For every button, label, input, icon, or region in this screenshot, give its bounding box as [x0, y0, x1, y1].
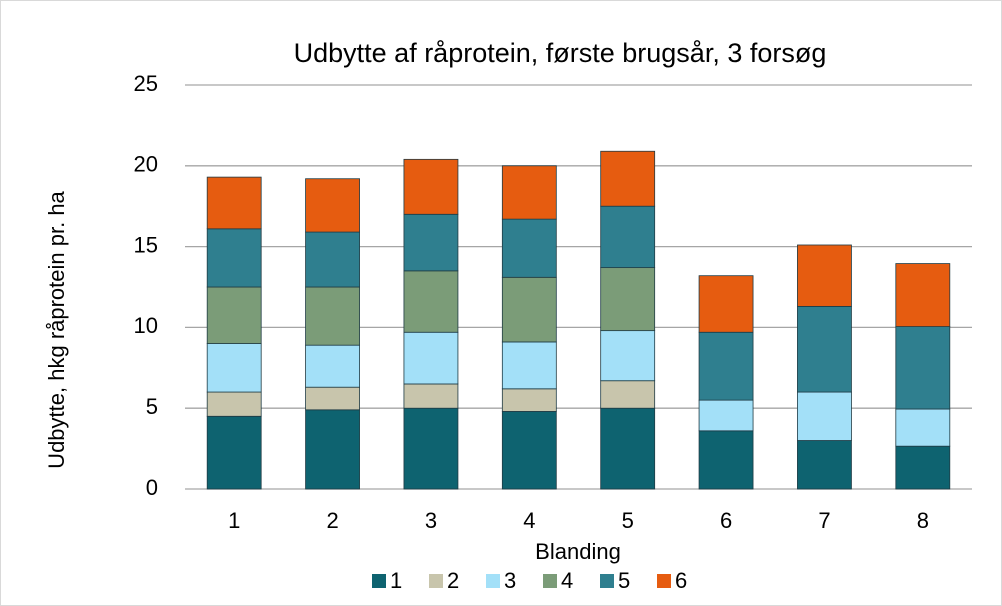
bar-segment	[895, 326, 951, 410]
bar-segment	[403, 331, 459, 385]
bar-segment	[501, 165, 557, 220]
bar-segment	[895, 408, 951, 447]
y-tick-label: 0	[146, 475, 158, 500]
x-tick-label: 3	[425, 508, 437, 533]
x-tick-label: 1	[228, 508, 240, 533]
bar-segment	[206, 228, 262, 288]
legend-swatch	[600, 574, 614, 588]
bar-segment	[600, 150, 656, 207]
bar-segment	[895, 445, 951, 490]
bar-segment	[206, 343, 262, 393]
bar-segment	[403, 383, 459, 409]
bar-segment	[206, 286, 262, 344]
legend-swatch	[486, 574, 500, 588]
y-tick-label: 20	[134, 152, 158, 177]
x-tick-label: 2	[326, 508, 338, 533]
y-tick-label: 10	[134, 313, 158, 338]
bar-segment	[305, 344, 360, 388]
x-tick-label: 6	[720, 508, 732, 533]
bar-segment	[797, 440, 852, 490]
bar-segment	[403, 407, 459, 490]
bar-segment	[305, 386, 360, 411]
bar-segment	[698, 331, 754, 401]
bar-segment	[501, 341, 557, 390]
bar-segment	[797, 305, 852, 393]
bar-segment	[305, 231, 360, 288]
bar-segment	[305, 409, 360, 490]
x-tick-label: 5	[622, 508, 634, 533]
x-tick-label: 4	[523, 508, 535, 533]
bar-segment	[403, 213, 459, 272]
bar-segment	[600, 380, 656, 409]
legend-swatch	[657, 574, 671, 588]
bar-segment	[501, 276, 557, 343]
bar-segment	[600, 267, 656, 332]
legend-label: 4	[561, 568, 573, 593]
chart-title: Udbytte af råprotein, første brugsår, 3 …	[294, 38, 827, 68]
bar-segment	[698, 399, 754, 432]
bar-segment	[600, 330, 656, 382]
bar-segment	[403, 158, 459, 215]
bar-segment	[403, 270, 459, 333]
bar-segment	[797, 391, 852, 441]
bar-segment	[501, 411, 557, 490]
legend-label: 3	[504, 568, 516, 593]
bar-segment	[501, 218, 557, 278]
bar-segment	[895, 263, 951, 327]
legend-swatch	[429, 574, 443, 588]
y-tick-label: 5	[146, 394, 158, 419]
y-axis-title: Udbytte, hkg råprotein pr. ha	[44, 190, 69, 468]
legend-label: 1	[390, 568, 402, 593]
y-tick-label: 15	[134, 232, 158, 257]
y-tick-label: 25	[134, 71, 158, 96]
x-axis-title: Blanding	[535, 539, 621, 564]
legend-swatch	[543, 574, 557, 588]
x-tick-label: 8	[917, 508, 929, 533]
bar-segment	[206, 415, 262, 490]
bar-segment	[698, 275, 754, 333]
legend-label: 5	[618, 568, 630, 593]
bar-segment	[698, 430, 754, 490]
legend-label: 2	[447, 568, 459, 593]
bar-segment	[501, 388, 557, 412]
bar-segment	[797, 244, 852, 307]
bar-segment	[305, 178, 360, 233]
bar-segment	[206, 176, 262, 230]
legend-label: 6	[675, 568, 687, 593]
bar-segment	[600, 205, 656, 269]
legend-swatch	[372, 574, 386, 588]
bar-segment	[206, 391, 262, 417]
bar-segment	[305, 286, 360, 346]
bar-segment	[600, 407, 656, 490]
x-tick-label: 7	[818, 508, 830, 533]
